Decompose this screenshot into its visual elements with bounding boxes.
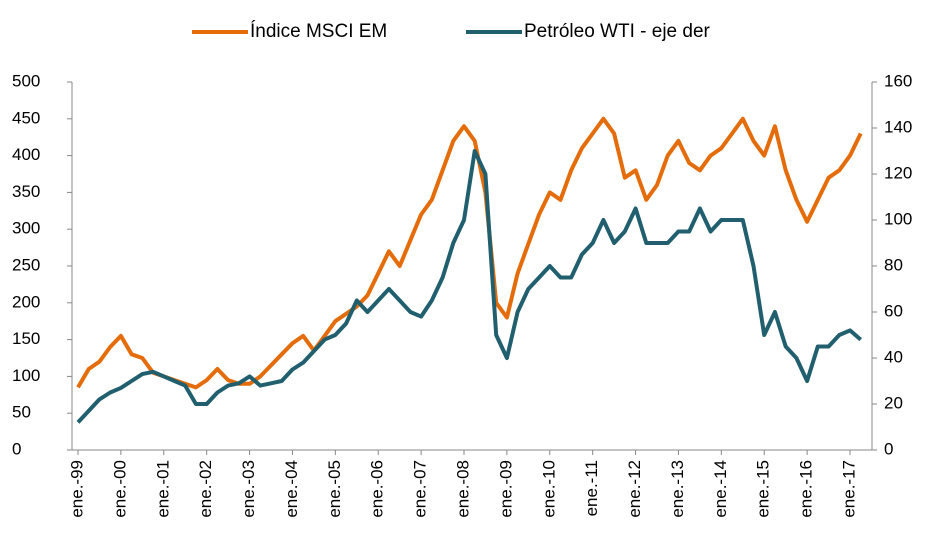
x-tick-label: ene.-13 [668, 460, 687, 518]
y-tick-label: 500 [12, 71, 40, 90]
x-tick-label: ene.-01 [153, 460, 172, 518]
y2-tick-label: 100 [884, 209, 912, 228]
y-tick-label: 0 [12, 439, 21, 458]
x-tick-label: ene.-05 [325, 460, 344, 518]
y-tick-label: 300 [12, 219, 40, 238]
series-line [76, 116, 863, 390]
legend-label: Índice MSCI EM [250, 21, 387, 42]
y2-tick-label: 40 [884, 347, 903, 366]
y-tick-label: 350 [12, 182, 40, 201]
x-tick-label: ene.-12 [625, 460, 644, 518]
x-tick-label: ene.-15 [754, 460, 773, 518]
y2-tick-label: 80 [884, 255, 903, 274]
x-tick-label: ene.-02 [196, 460, 215, 518]
x-tick-label: ene.-08 [453, 460, 472, 518]
x-tick-label: ene.-14 [711, 460, 730, 518]
x-tick-label: ene.-09 [496, 460, 515, 518]
y-tick-label: 400 [12, 145, 40, 164]
y2-tick-label: 160 [884, 71, 912, 90]
y2-tick-label: 60 [884, 301, 903, 320]
y-tick-label: 50 [12, 403, 31, 422]
x-tick-label: ene.-17 [839, 460, 858, 518]
y-tick-label: 150 [12, 329, 40, 348]
x-tick-label: ene.-06 [368, 460, 387, 518]
x-tick-label: ene.-11 [582, 460, 601, 516]
x-tick-label: ene.-16 [797, 460, 816, 518]
y-tick-label: 450 [12, 108, 40, 127]
series-line [76, 149, 863, 424]
y2-tick-label: 140 [884, 117, 912, 136]
x-tick-label: ene.-07 [411, 460, 430, 518]
x-tick-label: ene.-10 [539, 460, 558, 518]
y-tick-label: 200 [12, 292, 40, 311]
legend-label: Petróleo WTI - eje der [524, 21, 711, 42]
x-tick-label: ene.-03 [239, 460, 258, 518]
y2-tick-label: 20 [884, 393, 903, 412]
y-tick-label: 100 [12, 366, 40, 385]
y2-tick-label: 0 [884, 439, 893, 458]
x-tick-label: ene.-00 [110, 460, 129, 518]
y-tick-label: 250 [12, 255, 40, 274]
x-tick-label: ene.-04 [282, 460, 301, 518]
y2-tick-label: 120 [884, 163, 912, 182]
x-tick-label: ene.-99 [67, 460, 86, 518]
